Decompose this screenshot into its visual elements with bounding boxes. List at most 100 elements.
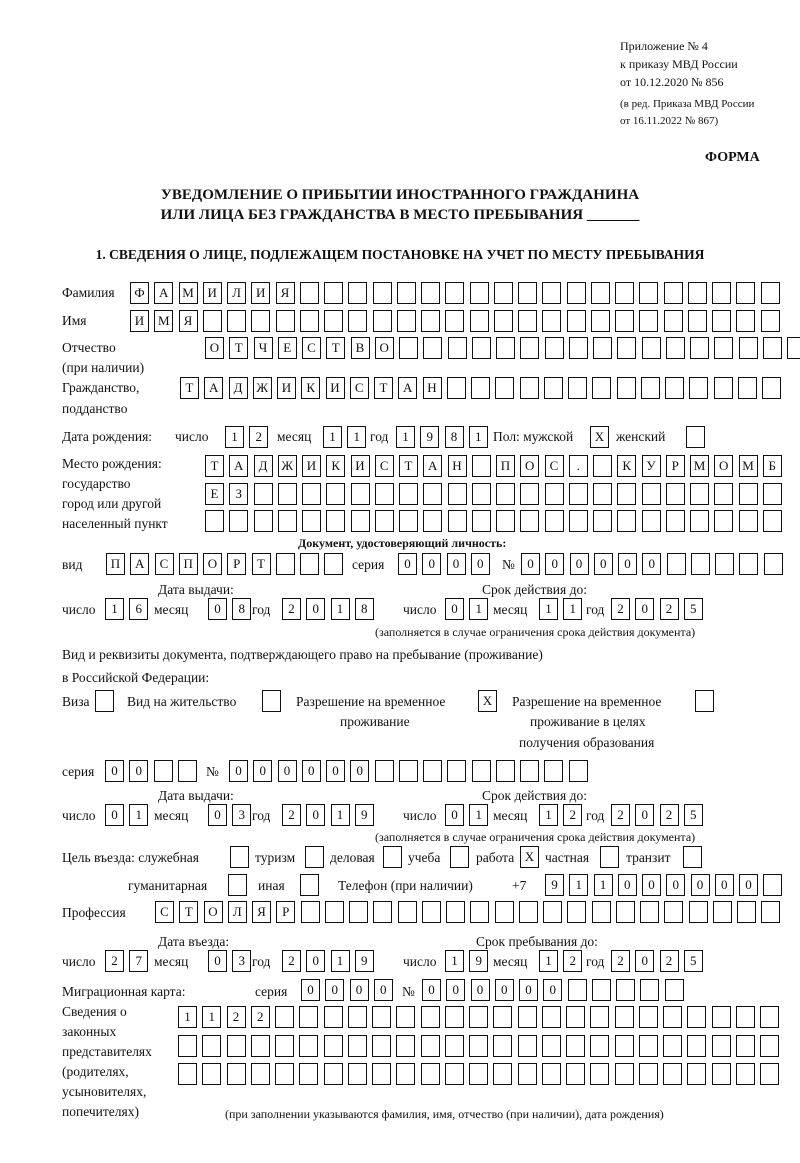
char-box-reps-row-3[interactable] [590,1063,610,1085]
char-box-id-doc-number[interactable] [715,553,734,575]
char-box-profession[interactable]: О [203,901,223,923]
char-box-person-patronymic[interactable] [447,337,467,359]
char-box-profession[interactable] [494,901,514,923]
char-box-permit-number[interactable] [471,760,491,782]
char-box-person-citizenship[interactable] [689,377,709,399]
char-box-person-citizenship[interactable]: Т [180,377,199,399]
char-box-person-surname[interactable] [566,282,586,304]
char-box-reps-row-2[interactable] [469,1035,488,1057]
char-box-reps-row-1[interactable] [687,1006,707,1028]
char-box-person-birthplace-3[interactable] [641,510,661,532]
char-box-person-citizenship[interactable] [640,377,660,399]
char-box-person-birthplace-2[interactable] [350,483,370,505]
char-box-person-birthplace-2[interactable] [447,483,467,505]
char-box-entry-year[interactable]: 0 [306,950,326,972]
char-box-person-citizenship[interactable]: И [277,377,296,399]
char-box-reps-row-3[interactable] [614,1063,634,1085]
char-box-migration-card-number[interactable]: 0 [446,979,466,1001]
char-box-person-birth-month[interactable]: 1 [323,426,342,448]
char-box-permit-issue-month[interactable]: 3 [232,804,252,826]
char-box-person-birthplace-3[interactable] [544,510,564,532]
char-box-person-citizenship[interactable]: И [325,377,345,399]
char-box-person-name[interactable] [493,310,513,332]
char-box-reps-row-1[interactable] [566,1006,585,1028]
char-box-person-patronymic[interactable] [544,337,564,359]
char-box-person-patronymic[interactable] [568,337,588,359]
char-box-person-surname[interactable]: А [154,282,174,304]
char-box-reps-row-3[interactable] [420,1063,440,1085]
char-box-purpose-official[interactable] [230,846,249,868]
char-box-person-birthplace-2[interactable] [302,483,321,505]
char-box-person-citizenship[interactable] [762,377,781,399]
char-box-person-citizenship[interactable] [446,377,466,399]
char-box-person-patronymic[interactable] [423,337,443,359]
char-box-person-birthplace-3[interactable] [738,510,758,532]
char-box-person-birthplace-3[interactable] [253,510,273,532]
char-box-permit-issue-day[interactable]: 0 [105,804,124,826]
char-box-id-doc-issue-month[interactable]: 8 [232,598,252,620]
char-box-id-doc-type[interactable] [275,553,295,575]
char-box-person-birthplace-3[interactable] [665,510,685,532]
char-box-permit-issue-day[interactable]: 1 [129,804,149,826]
char-box-reps-row-1[interactable] [760,1006,779,1028]
char-box-reps-row-2[interactable] [275,1035,294,1057]
char-box-person-surname[interactable] [736,282,756,304]
char-box-entry-until-year[interactable]: 2 [611,950,630,972]
char-box-person-birthplace-2[interactable] [593,483,612,505]
char-box-person-birthplace-1[interactable]: С [544,455,564,477]
char-box-profession[interactable] [349,901,368,923]
char-box-person-name[interactable] [712,310,731,332]
char-box-profession[interactable]: Л [227,901,247,923]
char-box-person-birthplace-3[interactable] [593,510,612,532]
char-box-permit-valid-year[interactable]: 0 [635,804,655,826]
char-box-person-birthplace-1[interactable]: Д [253,455,273,477]
char-box-entry-year[interactable]: 9 [354,950,374,972]
char-box-person-birthplace-1[interactable]: М [690,455,709,477]
char-box-profession[interactable] [615,901,635,923]
char-box-person-name[interactable] [542,310,562,332]
char-box-permit-series[interactable] [177,760,197,782]
char-box-reps-row-2[interactable] [735,1035,755,1057]
char-box-person-surname[interactable] [348,282,368,304]
char-box-person-birthplace-2[interactable] [690,483,709,505]
char-box-profession[interactable] [324,901,344,923]
char-box-phone[interactable]: 1 [593,874,613,896]
char-box-person-patronymic[interactable]: О [374,337,394,359]
char-box-person-birthplace-1[interactable]: У [641,455,661,477]
char-box-reps-row-1[interactable] [711,1006,731,1028]
char-box-profession[interactable] [640,901,659,923]
char-box-person-name[interactable] [202,310,222,332]
char-box-phone[interactable]: 0 [739,874,758,896]
char-box-reps-row-3[interactable] [711,1063,731,1085]
char-box-migration-card-number[interactable] [616,979,635,1001]
char-box-person-patronymic[interactable]: Т [229,337,249,359]
char-box-phone[interactable]: 0 [666,874,686,896]
char-box-profession[interactable]: Т [179,901,199,923]
char-box-person-birthplace-3[interactable] [302,510,321,532]
char-box-person-patronymic[interactable] [714,337,734,359]
char-box-person-birthplace-2[interactable] [738,483,758,505]
char-box-id-doc-number[interactable]: 0 [569,553,589,575]
char-box-reps-row-2[interactable] [226,1035,246,1057]
char-box-person-name[interactable] [275,310,295,332]
char-box-person-birthplace-3[interactable] [447,510,467,532]
char-box-permit-valid-day[interactable]: 0 [445,804,464,826]
char-box-reps-row-3[interactable] [735,1063,755,1085]
char-box-reps-row-1[interactable] [347,1006,367,1028]
char-box-migration-card-series[interactable]: 0 [325,979,345,1001]
char-box-id-doc-issue-year[interactable]: 0 [306,598,326,620]
char-box-id-doc-type[interactable]: Р [227,553,247,575]
char-box-person-birthplace-1[interactable]: Т [205,455,224,477]
char-box-permit-number[interactable] [447,760,467,782]
char-box-reps-row-1[interactable]: 1 [202,1006,222,1028]
char-box-permit-series[interactable]: 0 [105,760,124,782]
char-box-id-doc-type[interactable]: О [203,553,222,575]
char-box-id-doc-number[interactable]: 0 [642,553,662,575]
char-box-reps-row-3[interactable] [347,1063,367,1085]
char-box-person-surname[interactable] [542,282,562,304]
char-box-person-sex-male[interactable]: X [590,426,609,448]
char-box-id-doc-number[interactable]: 0 [593,553,613,575]
char-box-person-name[interactable] [348,310,368,332]
char-box-profession[interactable] [397,901,417,923]
char-box-person-surname[interactable]: Я [275,282,295,304]
